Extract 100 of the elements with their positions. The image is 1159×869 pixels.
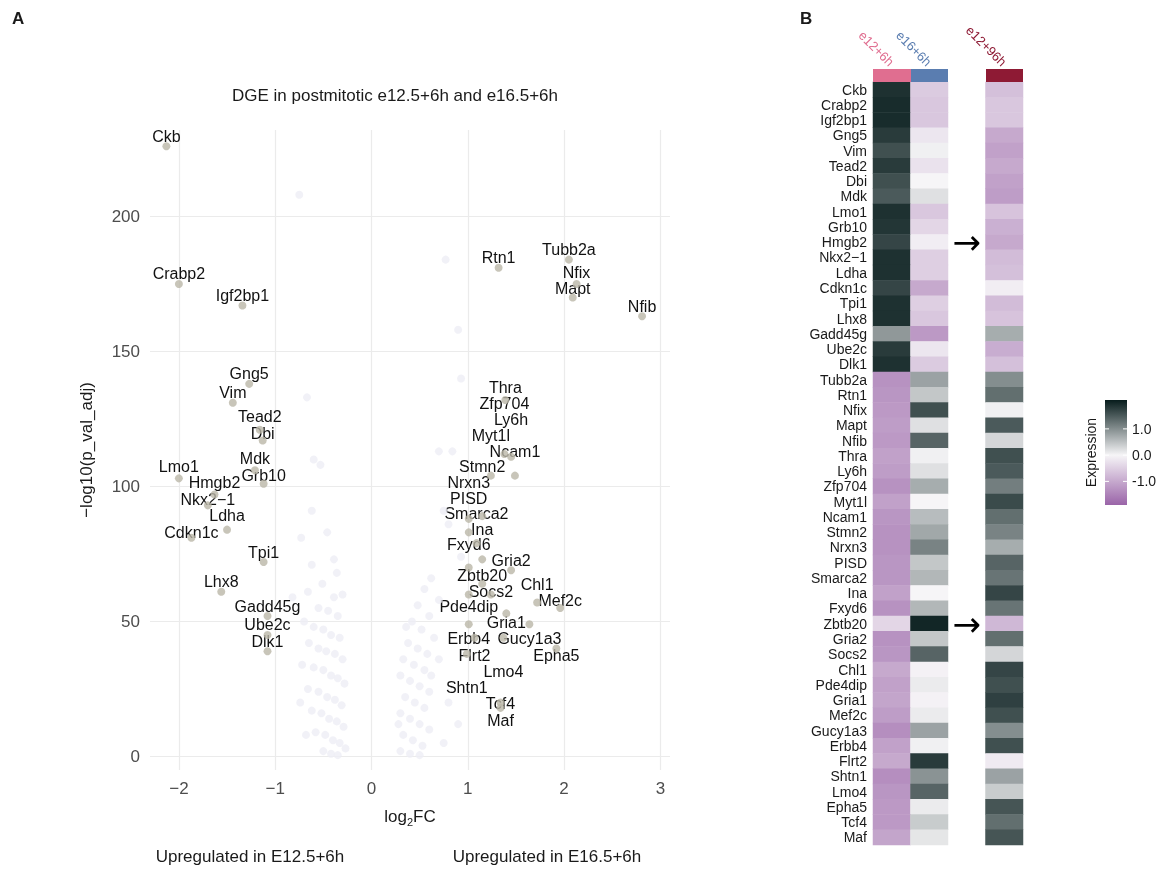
y-tick-label: PISD — [834, 554, 867, 571]
y-tick-label: Lmo1 — [831, 203, 868, 220]
annotation: Flrt2 — [458, 646, 491, 664]
y-tick-label: Zbtb20 — [823, 615, 868, 632]
y-tick-label: Tpi1 — [839, 295, 868, 312]
y-tick-label: Flrt2 — [839, 753, 868, 770]
annotation: Gria2 — [491, 551, 531, 569]
annotation: Fxyd6 — [446, 536, 491, 554]
x-tick-label: 0 — [366, 779, 377, 798]
y-tick-label: Cdkn1c — [819, 280, 867, 297]
x-tick-label: 2 — [559, 779, 569, 798]
annotation: Tubb2a — [542, 241, 596, 259]
y-tick-label: Ina — [847, 585, 868, 602]
point — [507, 566, 516, 575]
point — [464, 528, 473, 537]
y-tick-label: Thra — [838, 447, 868, 464]
x-tick-label: 3 — [655, 779, 666, 798]
point — [638, 312, 647, 321]
point — [217, 587, 226, 596]
x-tick-label: −1 — [265, 779, 285, 798]
text: B — [800, 8, 813, 28]
annotation: Mapt — [554, 280, 592, 298]
y-tick-label: Maf — [843, 829, 868, 846]
annotation: Lmo4 — [483, 662, 524, 680]
y-tick-label: Dlk1 — [838, 356, 868, 373]
y-tick-label: Stmn2 — [826, 524, 868, 541]
text: A — [12, 8, 25, 28]
y-tick-label: Nkx2−1 — [819, 249, 868, 266]
y-tick-label: Tead2 — [828, 157, 868, 174]
y-tick-label: Mdk — [840, 188, 868, 205]
color-bar-label: 1.0 — [1132, 420, 1152, 437]
point — [228, 398, 237, 407]
annotation: Zbtb20 — [457, 567, 508, 585]
annotation: Maf — [487, 711, 515, 729]
annotation: Nkx2−1 — [180, 490, 236, 508]
y-tick-label: 100 — [111, 476, 140, 496]
color-bar-title: Expression — [1083, 417, 1099, 488]
y-tick-label: Lhx8 — [836, 310, 868, 327]
x-tick-label: 1 — [463, 779, 473, 798]
y-tick-label: Tcf4 — [841, 814, 868, 831]
y-tick-label: Gria1 — [832, 692, 868, 709]
y-tick-label: Ly6h — [837, 463, 867, 480]
annotation: Shtn1 — [445, 678, 488, 696]
point — [564, 255, 573, 264]
y-tick-label: 200 — [111, 206, 140, 226]
annotation: Dlk1 — [251, 632, 284, 650]
y-tick-label: Mef2c — [828, 707, 867, 724]
annotation: → — [952, 222, 981, 263]
annotation: Tead2 — [237, 408, 282, 426]
annotation: Stmn2 — [459, 458, 506, 476]
annotation: Ina — [471, 520, 494, 538]
annotation: Rtn1 — [481, 249, 516, 267]
y-tick-label: Igf2bp1 — [820, 112, 868, 129]
y-tick-label: 0 — [130, 747, 140, 766]
annotation: Mdk — [239, 450, 272, 468]
annotation: Gadd45g — [234, 597, 301, 615]
annotation: Lhx8 — [203, 573, 239, 591]
y-tick-label: Gria2 — [832, 630, 868, 647]
y-tick-label: Pde4dip — [815, 676, 868, 693]
point — [223, 525, 232, 534]
annotation: Igf2bp1 — [215, 287, 270, 305]
annotation: Cdkn1c — [164, 523, 219, 541]
y-tick-label: Mapt — [835, 417, 868, 434]
x-tick-label: −2 — [169, 779, 189, 798]
annotation: Dbi — [250, 424, 275, 442]
y-tick-label: Myt1l — [833, 493, 867, 510]
y-tick-label: Zfp704 — [823, 478, 868, 495]
annotation: Nfix — [562, 263, 591, 281]
y-tick-label: Gucy1a3 — [810, 722, 868, 739]
annotation: Ube2c — [244, 616, 291, 634]
y-tick-label: Nrxn3 — [829, 539, 868, 556]
y-tick-label: Grb10 — [828, 218, 868, 235]
color-bar-label: -1.0 — [1132, 473, 1157, 490]
y-tick-label: Nfib — [842, 432, 868, 449]
y-tick-label: Rtn1 — [837, 386, 868, 403]
y-tick-label: Epha5 — [826, 798, 868, 815]
annotation: Lmo1 — [158, 457, 199, 475]
point — [525, 620, 534, 629]
text: Upregulated in E16.5+6h — [452, 846, 642, 866]
annotation: Erbb4 — [447, 630, 491, 648]
annotation: Zfp704 — [479, 394, 530, 412]
y-tick-label: Lmo4 — [831, 783, 868, 800]
y-tick-label: Smarca2 — [810, 569, 868, 586]
y-tick-label: Ckb — [842, 81, 868, 98]
annotation: Nfib — [627, 297, 657, 315]
y-tick-label: Shtn1 — [830, 768, 868, 785]
annotation: → — [952, 603, 981, 644]
annotation: Epha5 — [533, 646, 580, 664]
point — [162, 142, 171, 151]
annotation: Mef2c — [538, 591, 583, 609]
annotation: Pde4dip — [439, 598, 499, 616]
y-tick-label: Hmgb2 — [821, 234, 868, 251]
annotation: Socs2 — [468, 582, 514, 600]
annotation: PISD — [450, 489, 488, 507]
point — [510, 471, 519, 480]
point — [464, 620, 473, 629]
y-tick-label: Nfix — [842, 402, 867, 419]
y-tick-label: Vim — [843, 142, 867, 159]
y-tick-label: 50 — [121, 611, 140, 631]
y-tick-label: 150 — [111, 341, 140, 361]
